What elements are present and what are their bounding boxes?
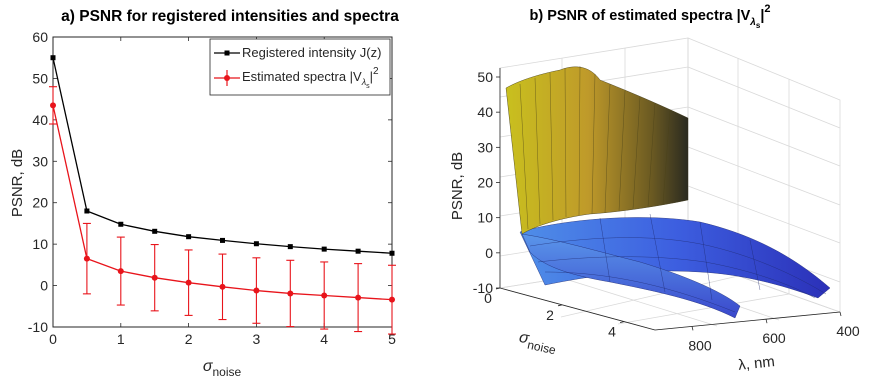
chart-a-ytick-label: 0 (40, 278, 48, 294)
chart-b-zlabel: PSNR, dB (449, 152, 466, 220)
chart-b-xlabel: σnoise (517, 329, 559, 358)
chart-a-ytick-label: 10 (32, 236, 48, 252)
chart-a-ytick-label: 20 (32, 195, 48, 211)
chart-a-xtick-label: 3 (253, 331, 261, 347)
chart-b-ztick-label: 30 (477, 139, 493, 155)
chart-b-sigma-tick-label: 0 (484, 290, 492, 306)
legend-marker-spectra (224, 75, 230, 81)
data-point-square (389, 250, 395, 256)
data-point-square (287, 244, 293, 250)
data-point-square (50, 55, 56, 61)
chart-b-lambda-tick-label: 400 (836, 323, 860, 339)
chart-b-lambda-tick (765, 319, 768, 324)
chart-b-z-ticks: -10 0 10 20 30 40 50 (473, 69, 500, 296)
chart-b-sigma-tick-label: 2 (546, 307, 554, 323)
data-point-dot (185, 279, 192, 286)
data-point-dot (355, 294, 362, 301)
chart-a-ytick-label: 50 (32, 70, 48, 86)
chart-a: a) PSNR for registered intensities and s… (9, 8, 399, 379)
chart-b-lambda-tick (691, 326, 694, 331)
chart-a-xlabel: σnoise (203, 358, 242, 379)
legend-box (209, 38, 391, 96)
data-point-square (220, 237, 225, 243)
data-point-dot (253, 287, 260, 294)
chart-b-ztick-label: 10 (477, 210, 493, 226)
data-point-dot (219, 283, 226, 290)
data-point-dot (151, 274, 158, 281)
chart-b-surface (505, 65, 831, 319)
legend-marker-intensity (224, 50, 230, 56)
chart-b-ztick-label: 20 (477, 175, 493, 191)
data-point-square (118, 221, 124, 227)
data-point-dot (117, 268, 124, 275)
chart-a-legend: Registered intensity J(z) Estimated spec… (209, 38, 391, 96)
chart-b-lambda-tick-label: 800 (688, 337, 712, 353)
chart-b-ztick-label: 50 (477, 69, 493, 85)
chart-a-title: a) PSNR for registered intensities and s… (61, 8, 399, 25)
chart-b-ztick-label: -10 (473, 280, 493, 296)
chart-b-ztick-label: 40 (477, 104, 493, 120)
chart-a-ytick-label: -10 (28, 319, 48, 335)
chart-b-sigma-tick (495, 287, 501, 290)
data-point-dot (287, 290, 294, 297)
data-point-dot (83, 255, 90, 262)
chart-b-sigma-axis (499, 287, 656, 331)
chart-a-ytick-label: 60 (32, 29, 48, 45)
data-point-square (152, 228, 158, 234)
data-point-square (253, 241, 259, 247)
data-point-square (84, 208, 90, 214)
data-point-square (355, 248, 361, 254)
chart-b-lambda-tick (839, 311, 842, 317)
chart-b-ylabel: λ, nm (737, 353, 775, 374)
chart-b-title: b) PSNR of estimated spectra |Vλs|2 (529, 3, 770, 30)
chart-a-xtick-label: 1 (117, 331, 125, 347)
data-point-dot (50, 102, 56, 109)
data-point-dot (389, 296, 395, 303)
chart-a-xtick-label: 4 (320, 331, 328, 347)
chart-a-ytick-label: 40 (32, 112, 48, 128)
chart-a-xtick-label: 2 (185, 331, 193, 347)
chart-a-ytick-label: 30 (32, 153, 48, 169)
chart-b-sigma-tick-label: 4 (608, 324, 616, 340)
legend-label-spectra: Estimated spectra |Vλs|2 (242, 66, 379, 90)
chart-b-ztick-label: 0 (485, 245, 493, 261)
data-point-square (321, 246, 327, 252)
chart-b-lambda-axis (654, 311, 841, 331)
chart-a-ylabel: PSNR, dB (9, 149, 26, 217)
chart-b: b) PSNR of estimated spectra |Vλs|2 (449, 3, 860, 374)
legend-label-intensity: Registered intensity J(z) (242, 45, 381, 60)
chart-a-xtick-label: 0 (49, 331, 57, 347)
chart-b-sigma-ticks: 0 2 4 (484, 287, 625, 340)
chart-b-lambda-ticks: 800 600 400 (688, 311, 860, 353)
chart-a-xtick-label: 5 (388, 331, 396, 347)
chart-b-lambda-tick-label: 600 (762, 330, 786, 346)
data-point-dot (321, 292, 328, 299)
data-point-square (186, 234, 192, 240)
